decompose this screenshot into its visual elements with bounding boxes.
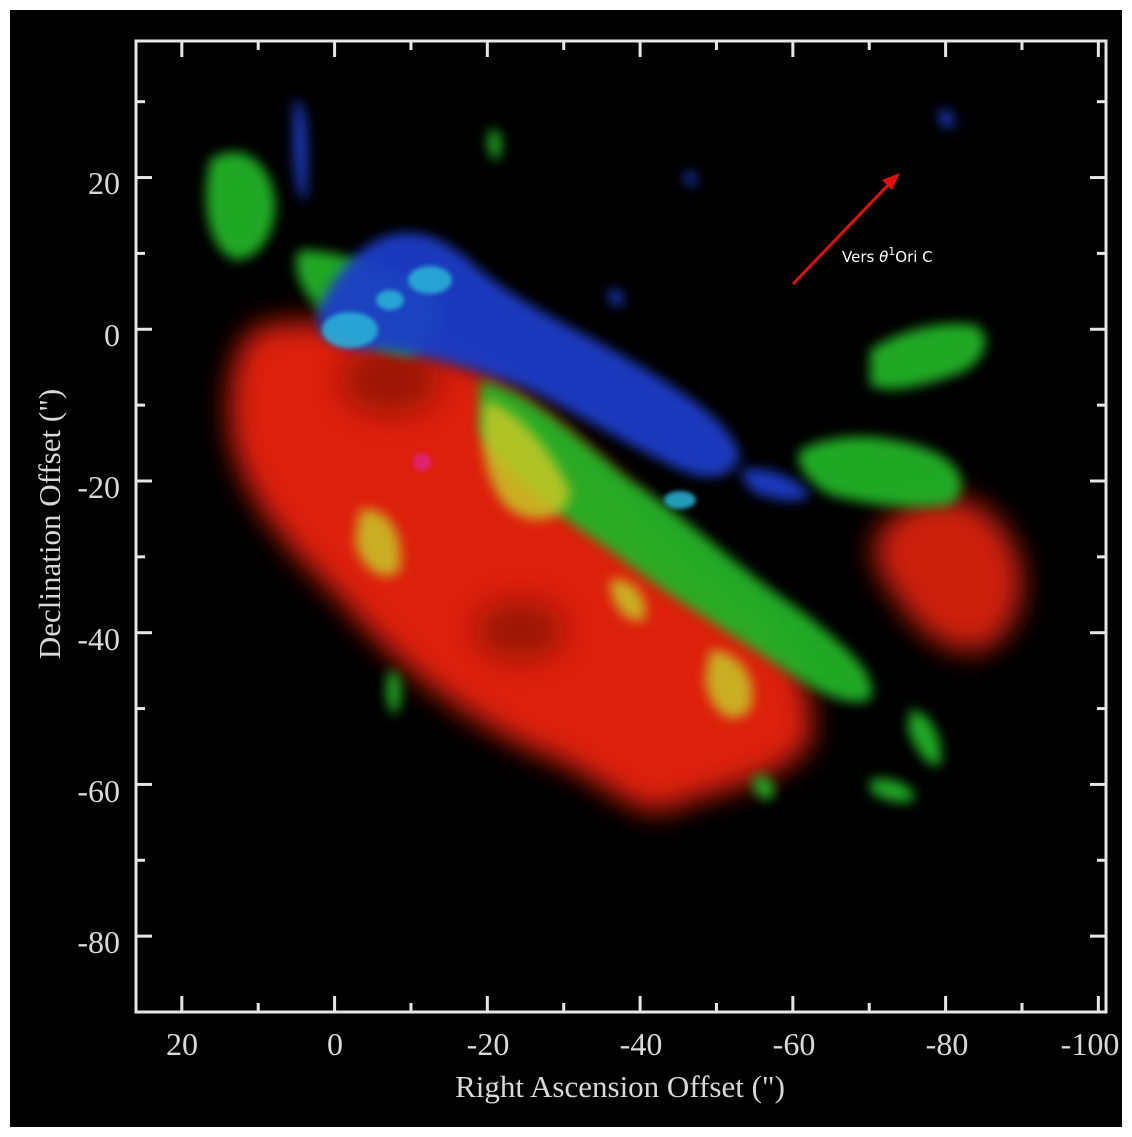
x-tick-label: -100 (1061, 1026, 1120, 1062)
x-tick-label: 20 (166, 1026, 198, 1062)
y-axis-title: Declination Offset (") (32, 389, 67, 659)
x-tick-label: -40 (620, 1026, 663, 1062)
y-tick-labels: 20 0 -20 -40 -60 -80 (77, 165, 120, 960)
y-tick-label: -40 (77, 621, 120, 657)
red-emission-core-shadow (340, 345, 565, 660)
yellow-overlap-region (355, 400, 753, 719)
y-tick-label: -20 (77, 469, 120, 505)
annotation-prefix: Vers (842, 248, 879, 266)
annotation-suffix: Ori C (895, 248, 932, 266)
x-tick-labels: 20 0 -20 -40 -60 -80 -100 (166, 1026, 1119, 1062)
direction-arrow (791, 173, 900, 286)
arrow-head (882, 173, 900, 190)
theta1-ori-c-annotation: Vers θ1Ori C (842, 245, 933, 266)
y-tick-label: -80 (77, 924, 120, 960)
axis-ticks (136, 41, 1106, 1012)
y-tick-label: 20 (88, 165, 120, 201)
x-tick-label: -80 (926, 1026, 969, 1062)
plot-frame (134, 39, 1108, 1014)
magenta-spot (413, 453, 431, 471)
map-canvas: 20 0 -20 -40 -60 -80 -100 20 0 -20 -40 -… (32, 39, 1119, 1104)
red-emission-west (874, 496, 1023, 652)
blue-emission-band (293, 99, 955, 501)
annotation-symbol: θ (879, 248, 888, 266)
x-axis-title: Right Ascension Offset (") (455, 1069, 785, 1104)
emission-image (206, 99, 1023, 812)
red-emission-region (229, 321, 812, 812)
x-tick-label: -60 (773, 1026, 816, 1062)
annotation-superscript: 1 (888, 245, 895, 258)
x-tick-label: 0 (327, 1026, 343, 1062)
y-tick-label: 0 (104, 317, 120, 353)
cyan-emission-knots (322, 266, 696, 509)
astronomical-emission-map: 20 0 -20 -40 -60 -80 -100 20 0 -20 -40 -… (10, 10, 1122, 1127)
x-tick-label: -20 (467, 1026, 510, 1062)
y-tick-label: -60 (77, 773, 120, 809)
